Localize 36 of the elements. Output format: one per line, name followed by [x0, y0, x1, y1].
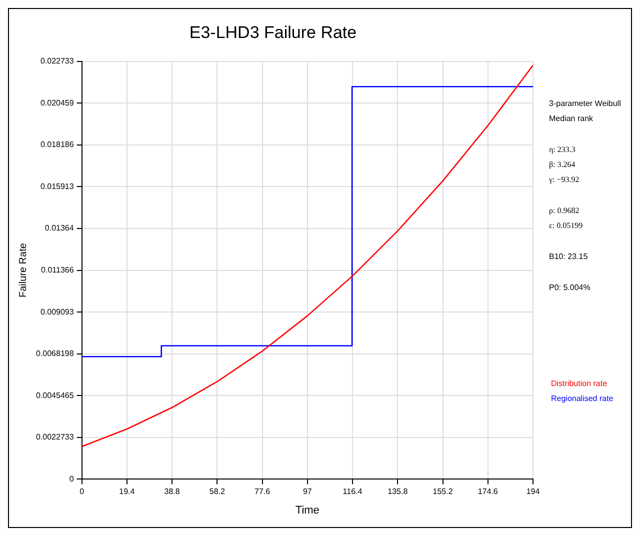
text: Distribution rate [551, 379, 608, 388]
text: P0: 5.004% [549, 283, 592, 292]
text: B10: 23.15 [549, 252, 589, 261]
y-tick-label: 0.022733 [40, 56, 74, 66]
x-tick-label: 77.6 [254, 487, 271, 496]
x-tick-label: 135.8 [388, 487, 408, 496]
x-tick-label: 97 [302, 487, 312, 496]
text: Median rank [549, 114, 594, 123]
text: η: 233.3 [549, 145, 576, 154]
y-tick-label: 0.0022733 [36, 432, 74, 442]
x-axis-title: Time [295, 504, 320, 516]
y-tick-label: 0.01364 [44, 224, 74, 233]
y-tick-label: 0.020459 [40, 98, 74, 108]
text: β: 3.264 [549, 160, 576, 169]
x-tick-label: 0 [80, 487, 85, 496]
y-tick-label: 0.009093 [40, 307, 74, 316]
x-tick-label: 116.4 [342, 487, 363, 496]
x-tick-label: 194 [526, 487, 540, 496]
x-tick-label: 155.2 [432, 487, 454, 496]
x-tick-label: 19.4 [119, 487, 136, 496]
y-tick-label: 0.015913 [40, 182, 74, 191]
y-tick-label: 0.018186 [40, 140, 74, 150]
y-tick-label: 0.011366 [41, 266, 74, 275]
text: ε: 0.05199 [549, 221, 584, 230]
y-axis-title: Failure Rate [18, 242, 29, 298]
x-tick-label: 38.8 [164, 487, 180, 496]
y-tick-label: 0.0068198 [36, 349, 74, 358]
y-tick-label: 0 [69, 474, 74, 484]
x-tick-label: 58.2 [209, 487, 226, 496]
text: γ: −93.92 [549, 175, 580, 184]
y-tick-label: 0.0045465 [36, 390, 74, 400]
text: ρ: 0.9682 [549, 206, 580, 215]
x-tick-label: 174.6 [478, 487, 498, 496]
text: 3-parameter Weibull [549, 99, 622, 108]
text: Regionalised rate [551, 394, 614, 403]
chart-title: E3-LHD3 Failure Rate [189, 22, 357, 42]
